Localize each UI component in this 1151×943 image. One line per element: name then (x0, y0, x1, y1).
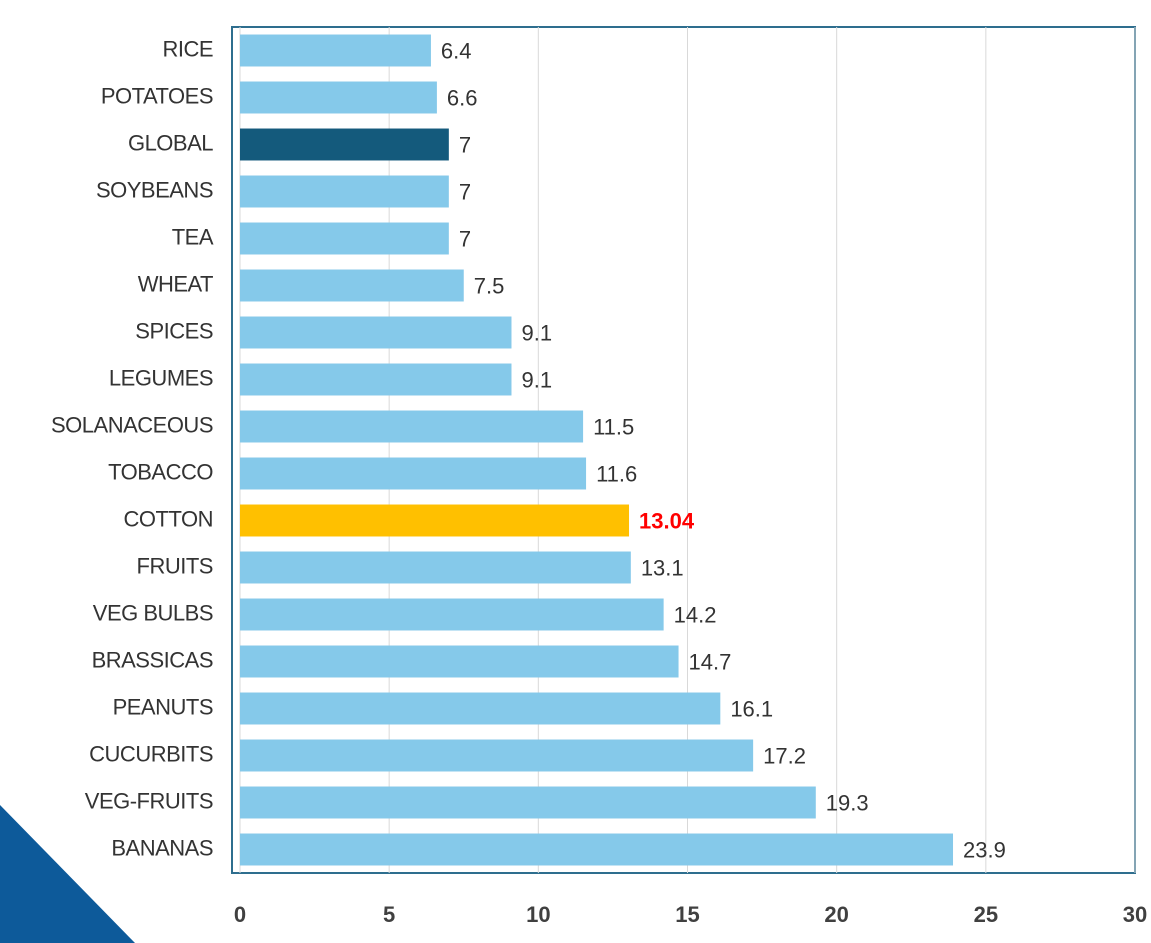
bar (240, 269, 464, 302)
value-label: 7 (459, 179, 471, 204)
bar (240, 363, 512, 396)
value-label: 7 (459, 226, 471, 251)
value-label: 9.1 (521, 320, 552, 345)
bar (240, 739, 754, 772)
y-tick-label: BANANAS (111, 835, 213, 860)
y-tick-label: RICE (162, 36, 213, 61)
value-label: 14.2 (674, 602, 717, 627)
value-label: 19.3 (826, 790, 869, 815)
bar (240, 34, 431, 67)
value-label: 11.6 (596, 461, 637, 486)
x-tick-label: 5 (383, 902, 395, 927)
value-label: 7 (459, 132, 471, 157)
value-label: 14.7 (689, 649, 732, 674)
value-label: 6.4 (441, 38, 472, 63)
y-tick-label: SPICES (135, 318, 213, 343)
x-tick-label: 25 (974, 902, 998, 927)
bar (240, 786, 816, 819)
bar (240, 598, 664, 631)
bar (240, 222, 449, 255)
value-label: 9.1 (521, 367, 552, 392)
bar (240, 81, 437, 114)
x-tick-label: 20 (824, 902, 848, 927)
value-label: 16.1 (730, 696, 773, 721)
y-tick-label: PEANUTS (113, 694, 213, 719)
y-tick-label: COTTON (124, 506, 213, 531)
bar (240, 692, 721, 725)
y-tick-label: VEG-FRUITS (85, 788, 213, 813)
value-label: 13.1 (641, 555, 684, 580)
y-tick-label: FRUITS (137, 553, 213, 578)
bar (240, 175, 449, 208)
x-tick-label: 30 (1123, 902, 1147, 927)
bar (240, 128, 449, 161)
value-label: 11.5 (593, 414, 634, 439)
x-tick-label: 10 (526, 902, 550, 927)
value-label: 17.2 (763, 743, 806, 768)
bar (240, 833, 954, 866)
value-label: 13.04 (639, 508, 695, 533)
bar (240, 504, 630, 537)
y-tick-label: SOYBEANS (96, 177, 213, 202)
x-tick-label: 0 (234, 902, 246, 927)
y-tick-label: TOBACCO (108, 459, 213, 484)
bar (240, 645, 679, 678)
y-tick-label: BRASSICAS (92, 647, 213, 672)
y-tick-label: CUCURBITS (89, 741, 213, 766)
bar (240, 410, 584, 443)
corner-decoration (0, 805, 135, 943)
bar (240, 551, 631, 584)
bar (240, 457, 587, 490)
value-label: 7.5 (474, 273, 505, 298)
y-tick-label: POTATOES (101, 83, 213, 108)
y-tick-label: VEG BULBS (93, 600, 213, 625)
y-tick-label: TEA (172, 224, 214, 249)
bar (240, 316, 512, 349)
value-label: 6.6 (447, 85, 478, 110)
y-tick-label: SOLANACEOUS (51, 412, 213, 437)
y-tick-label: LEGUMES (109, 365, 213, 390)
value-label: 23.9 (963, 837, 1006, 862)
y-tick-label: GLOBAL (128, 130, 213, 155)
x-tick-label: 15 (675, 902, 699, 927)
y-tick-label: WHEAT (138, 271, 213, 296)
